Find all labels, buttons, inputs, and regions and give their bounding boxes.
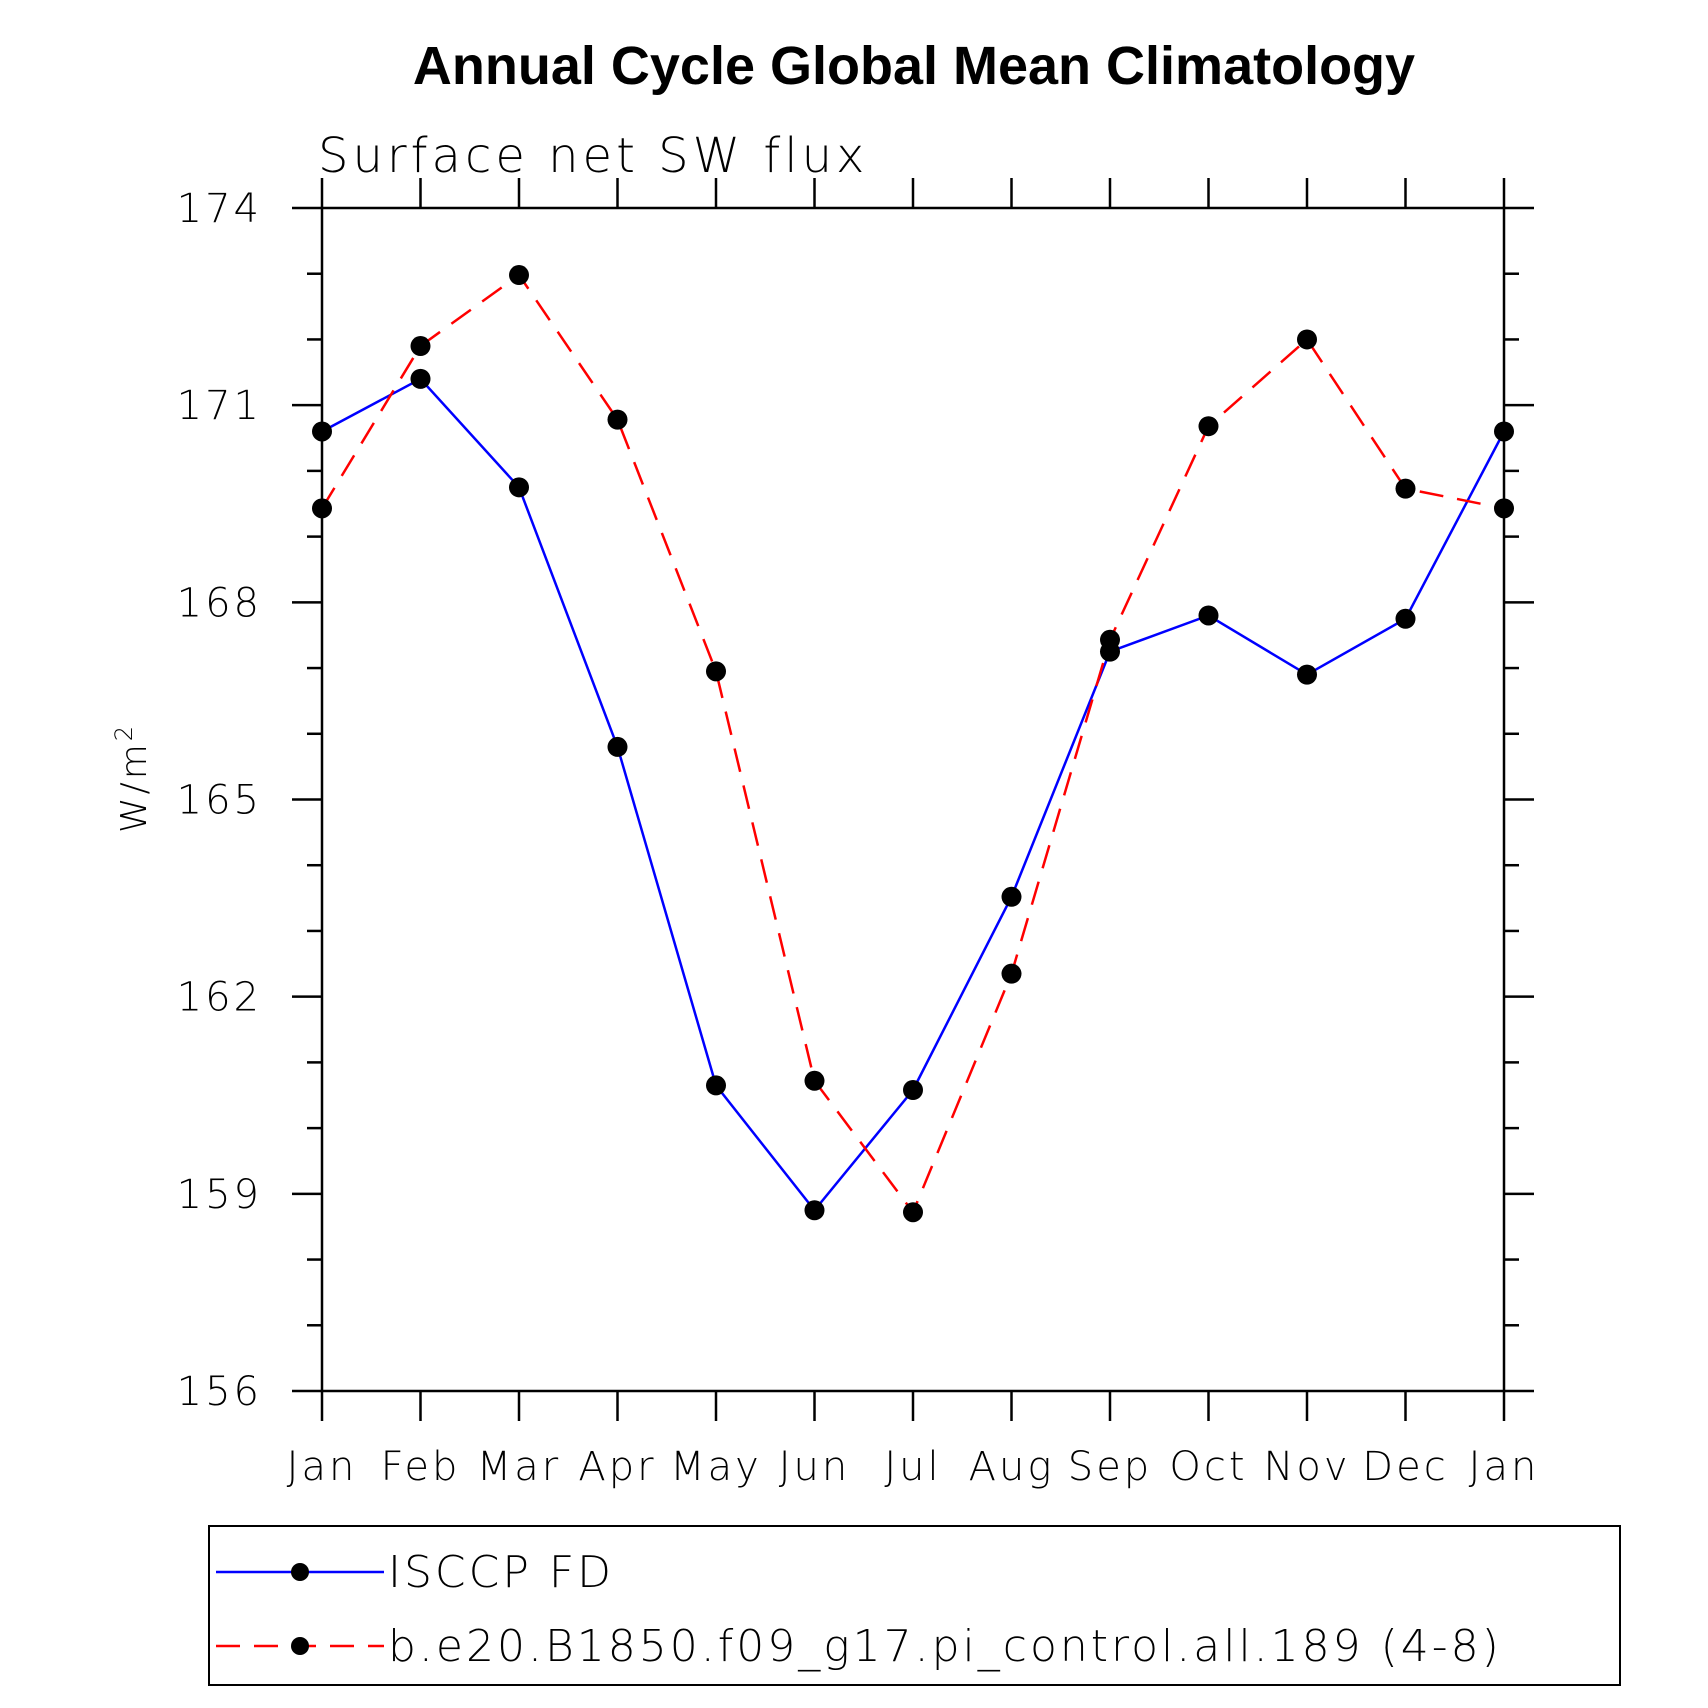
x-tick-label: Mar [477, 1444, 561, 1490]
data-point [903, 1079, 923, 1100]
data-point [1297, 329, 1317, 350]
y-tick-label: 156 [177, 1369, 262, 1415]
legend-label-isccp: ISCCP FD [388, 1547, 614, 1598]
data-point [312, 498, 332, 519]
series-lines [320, 273, 1506, 1215]
y-axis-label-base: W/m [114, 741, 155, 833]
y-tick-labels: 156 159 162 165 168 171 174 [177, 186, 262, 1415]
x-tick-label: Jul [884, 1444, 941, 1490]
x-tick-label: Oct [1169, 1444, 1247, 1490]
y-tick-label: 174 [177, 186, 262, 232]
data-point [1395, 608, 1416, 629]
data-point [1297, 664, 1317, 685]
data-point [509, 265, 529, 286]
x-tick-labels: Jan Feb Mar Apr May Jun Jul Aug Sep Oct Nov Dec Jan [287, 1444, 1540, 1490]
data-point [1198, 416, 1219, 437]
series-line-1 [320, 273, 1505, 1215]
y-axis-label: W/m2 [110, 723, 155, 833]
data-point [706, 1075, 726, 1096]
data-point [410, 336, 431, 357]
x-tick-label: Aug [969, 1444, 1055, 1490]
data-point [509, 477, 529, 498]
legend-box [208, 1525, 1621, 1686]
chart-title: Annual Cycle Global Mean Climatology [413, 36, 1415, 96]
data-point [1198, 605, 1219, 626]
legend-marker-model [291, 1637, 309, 1655]
data-point [804, 1070, 825, 1091]
data-point [607, 736, 628, 757]
data-point [312, 421, 332, 442]
x-tick-label: Apr [578, 1444, 656, 1490]
x-tick-label: Jun [779, 1444, 851, 1490]
data-point [1100, 629, 1120, 650]
data-point [1395, 478, 1416, 499]
chart-subtitle: Surface net SW flux [318, 128, 868, 184]
data-point [1494, 498, 1514, 519]
data-point [1494, 421, 1514, 442]
axis-ticks [292, 178, 1534, 1421]
data-point [903, 1202, 923, 1223]
x-tick-label: Nov [1263, 1444, 1350, 1490]
y-tick-label: 168 [177, 580, 262, 626]
svg-text:W/m2: W/m2 [110, 723, 155, 833]
legend: ISCCP FD b.e20.B1850.f09_g17.pi_control.… [208, 1525, 1621, 1686]
data-point [804, 1200, 825, 1221]
series-markers [312, 265, 1514, 1223]
x-tick-label: May [670, 1444, 762, 1490]
x-tick-label: Dec [1362, 1444, 1448, 1490]
legend-label-model: b.e20.B1850.f09_g17.pi_control.all.189 (… [388, 1621, 1502, 1672]
y-tick-label: 159 [177, 1172, 262, 1218]
data-point [706, 661, 726, 682]
y-tick-label: 171 [177, 383, 262, 429]
x-tick-label: Jan [287, 1444, 358, 1490]
data-point [607, 409, 628, 430]
data-point [1001, 886, 1022, 907]
data-point [410, 368, 431, 389]
y-tick-label: 165 [177, 778, 262, 824]
y-axis-label-superscript: 2 [110, 723, 138, 741]
y-tick-label: 162 [177, 975, 262, 1021]
data-point [1001, 963, 1022, 984]
x-tick-label: Feb [381, 1444, 461, 1490]
legend-marker-isccp [291, 1563, 309, 1581]
x-tick-label: Sep [1068, 1444, 1152, 1490]
x-tick-label: Jan [1469, 1444, 1540, 1490]
